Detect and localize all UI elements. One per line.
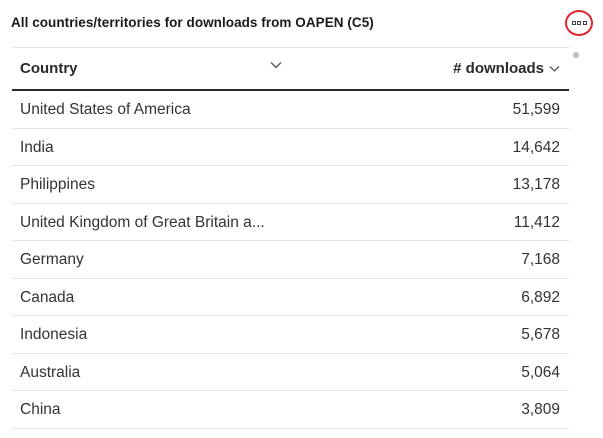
downloads-cell: 11,412 (513, 213, 560, 231)
table-row[interactable]: United Kingdom of Great Britain a... 11,4… (12, 204, 569, 241)
downloads-cell: 3,809 (521, 401, 560, 418)
table-row[interactable]: Germany 7,168 (12, 241, 569, 279)
country-cell: India (20, 138, 54, 156)
more-options-button[interactable] (565, 10, 593, 36)
chevron-down-icon[interactable] (270, 61, 282, 69)
country-cell: China (20, 401, 61, 418)
table-body: United States of America 51,599 India 14,64… (12, 91, 569, 429)
downloads-column-label: # downloads (453, 60, 544, 77)
scroll-indicator (573, 52, 579, 58)
country-cell: United States of America (20, 101, 191, 118)
country-cell: United Kingdom of Great Britain a... (20, 213, 265, 231)
downloads-cell: 7,168 (521, 251, 560, 268)
country-cell: Canada (20, 288, 75, 306)
table-row[interactable]: Indonesia 5,678 (12, 316, 569, 354)
country-cell: Indonesia (20, 326, 88, 343)
table-row[interactable]: Canada 6,892 (12, 279, 569, 316)
country-column-header[interactable]: Country (20, 48, 310, 89)
downloads-cell: 14,642 (512, 138, 560, 156)
chevron-down-icon[interactable] (549, 65, 560, 73)
downloads-cell: 5,064 (521, 363, 560, 381)
widget-title: All countries/territories for downloads … (11, 15, 374, 30)
country-cell: Germany (20, 251, 84, 268)
downloads-cell: 13,178 (512, 176, 560, 193)
country-cell: Australia (20, 363, 81, 381)
table-header-row: Country # downloads (12, 48, 569, 91)
downloads-cell: 5,678 (521, 326, 560, 343)
table-row[interactable]: Australia 5,064 (12, 354, 569, 391)
table-row[interactable]: United States of America 51,599 (12, 91, 569, 129)
more-options-icon (571, 21, 587, 25)
country-cell: Philippines (20, 176, 95, 193)
table-row[interactable]: China 3,809 (12, 391, 569, 429)
countries-table: Country # downloads United States of Ame… (12, 47, 569, 429)
downloads-column-header[interactable]: # downloads (453, 48, 560, 89)
table-row[interactable]: Philippines 13,178 (12, 166, 569, 204)
downloads-cell: 51,599 (512, 101, 560, 118)
country-column-label: Country (20, 60, 78, 77)
table-row[interactable]: India 14,642 (12, 129, 569, 166)
downloads-cell: 6,892 (521, 288, 560, 306)
